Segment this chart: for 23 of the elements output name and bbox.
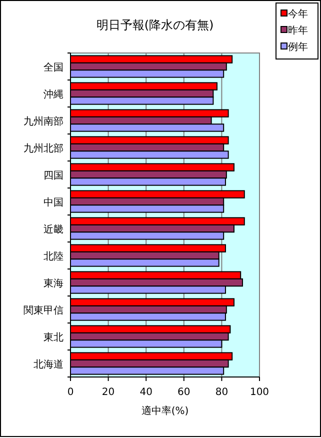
y-tick-label: 関東甲信 — [24, 304, 64, 316]
y-tick-label: 四国 — [44, 170, 64, 182]
y-tick-label: 北陸 — [44, 250, 64, 262]
x-tick-label: 80 — [215, 387, 228, 398]
y-tick-label: 九州北部 — [24, 142, 64, 154]
legend-label: 昨年 — [288, 24, 308, 36]
y-tick-label: 中国 — [44, 196, 64, 208]
y-tick-label: 全国 — [44, 62, 64, 74]
x-axis-title: 適中率(%) — [141, 405, 189, 417]
y-tick-label: 北海道 — [34, 358, 64, 370]
x-tick-label: 100 — [250, 387, 270, 398]
x-tick-label: 20 — [102, 387, 115, 398]
y-tick-label: 東海 — [44, 278, 64, 290]
x-tick-label: 40 — [140, 387, 152, 398]
x-tick-label: 60 — [178, 387, 190, 398]
legend-label: 今年 — [288, 8, 308, 20]
y-tick-label: 東北 — [44, 332, 64, 344]
y-tick-label: 九州南部 — [24, 116, 64, 128]
x-tick-label: 0 — [67, 387, 74, 398]
y-tick-label: 沖縄 — [44, 88, 64, 100]
chart-title: 明日予報(降水の有無) — [96, 18, 214, 32]
legend-label: 例年 — [288, 41, 308, 53]
y-tick-label: 近畿 — [44, 224, 64, 236]
